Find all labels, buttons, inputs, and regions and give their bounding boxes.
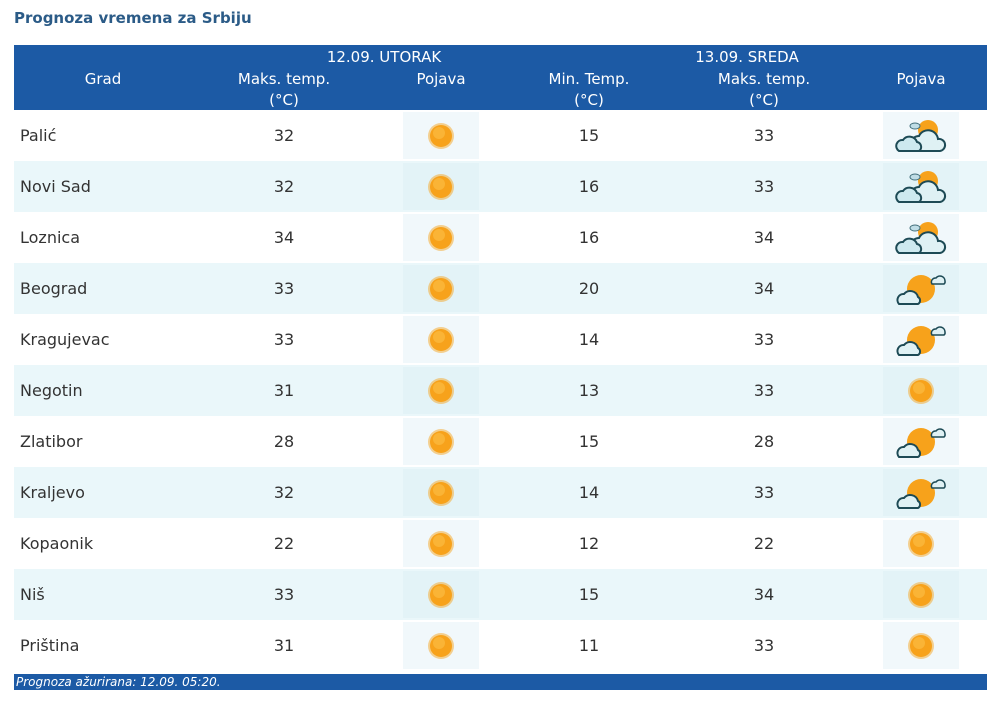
city-name: Loznica (20, 228, 81, 247)
table-row: Zlatibor 28 15 28 (14, 416, 987, 467)
day2-max-temp: 33 (753, 330, 775, 349)
city-name: Niš (20, 585, 45, 604)
day2-max-temp: 33 (753, 636, 775, 655)
col-d2-max: Maks. temp. (717, 70, 811, 88)
day1-header: 12.09. UTORAK (326, 48, 442, 66)
day2-max-temp: 34 (753, 228, 775, 247)
day1-max-temp: 31 (273, 636, 295, 655)
day1-max-temp: 33 (273, 330, 295, 349)
col-d2-min: Min. Temp. (548, 70, 630, 88)
day2-max-temp: 34 (753, 279, 775, 298)
sun-icon (883, 520, 959, 567)
table-row: Kopaonik 22 12 22 (14, 518, 987, 569)
city-name: Novi Sad (20, 177, 91, 196)
mostly-sunny-icon (883, 469, 959, 516)
day2-min-temp: 16 (578, 228, 600, 247)
page-title: Prognoza vremena za Srbiju (14, 9, 252, 27)
table-row: Kraljevo 32 14 33 (14, 467, 987, 518)
city-name: Priština (20, 636, 80, 655)
day2-min-temp: 12 (578, 534, 600, 553)
city-name: Kraljevo (20, 483, 85, 502)
forecast-table: 12.09. UTORAK 13.09. SREDA Grad Maks. te… (14, 45, 987, 671)
day1-max-temp: 32 (273, 483, 295, 502)
day2-max-temp: 33 (753, 381, 775, 400)
city-name: Zlatibor (20, 432, 83, 451)
day1-max-temp: 34 (273, 228, 295, 247)
partly-cloudy-icon (883, 163, 959, 210)
sun-icon (403, 112, 479, 159)
day2-min-temp: 14 (578, 330, 600, 349)
day2-min-temp: 15 (578, 126, 600, 145)
table-row: Novi Sad 32 16 33 (14, 161, 987, 212)
day2-max-temp: 34 (753, 585, 775, 604)
table-row: Kragujevac 33 14 33 (14, 314, 987, 365)
table-row: Loznica 34 16 34 (14, 212, 987, 263)
sun-icon (403, 520, 479, 567)
sun-icon (403, 316, 479, 363)
sun-icon (883, 367, 959, 414)
day2-min-temp: 20 (578, 279, 600, 298)
col-d2-max-unit: (°C) (749, 91, 779, 109)
day2-max-temp: 28 (753, 432, 775, 451)
mostly-sunny-icon (883, 418, 959, 465)
col-d2-min-unit: (°C) (574, 91, 604, 109)
table-row: Negotin 31 13 33 (14, 365, 987, 416)
day2-min-temp: 11 (578, 636, 600, 655)
mostly-sunny-icon (883, 265, 959, 312)
day1-max-temp: 31 (273, 381, 295, 400)
day2-min-temp: 13 (578, 381, 600, 400)
partly-cloudy-icon (883, 214, 959, 261)
day1-max-temp: 32 (273, 126, 295, 145)
city-name: Kopaonik (20, 534, 94, 553)
day2-max-temp: 33 (753, 483, 775, 502)
table-row: Priština 31 11 33 (14, 620, 987, 671)
col-d1-pojava: Pojava (416, 70, 466, 88)
sun-icon (403, 622, 479, 669)
city-name: Negotin (20, 381, 83, 400)
day2-min-temp: 16 (578, 177, 600, 196)
day1-max-temp: 32 (273, 177, 295, 196)
sun-icon (403, 367, 479, 414)
table-header: 12.09. UTORAK 13.09. SREDA Grad Maks. te… (14, 45, 987, 110)
sun-icon (403, 214, 479, 261)
day1-max-temp: 22 (273, 534, 295, 553)
sun-icon (403, 571, 479, 618)
table-row: Niš 33 15 34 (14, 569, 987, 620)
sun-icon (403, 265, 479, 312)
day2-header: 13.09. SREDA (695, 48, 799, 66)
day2-min-temp: 15 (578, 585, 600, 604)
col-d1-max: Maks. temp. (237, 70, 331, 88)
col-grad: Grad (84, 70, 122, 88)
day2-max-temp: 22 (753, 534, 775, 553)
day2-min-temp: 15 (578, 432, 600, 451)
city-name: Beograd (20, 279, 88, 298)
table-row: Beograd 33 20 34 (14, 263, 987, 314)
table-row: Palić 32 15 33 (14, 110, 987, 161)
col-d1-max-unit: (°C) (269, 91, 299, 109)
day2-max-temp: 33 (753, 177, 775, 196)
sun-icon (883, 571, 959, 618)
day1-max-temp: 33 (273, 279, 295, 298)
sun-icon (403, 163, 479, 210)
city-name: Palić (20, 126, 57, 145)
day1-max-temp: 33 (273, 585, 295, 604)
mostly-sunny-icon (883, 316, 959, 363)
sun-icon (883, 622, 959, 669)
day2-max-temp: 33 (753, 126, 775, 145)
partly-cloudy-icon (883, 112, 959, 159)
sun-icon (403, 469, 479, 516)
day1-max-temp: 28 (273, 432, 295, 451)
update-footer: Prognoza ažurirana: 12.09. 05:20. (14, 674, 987, 690)
day2-min-temp: 14 (578, 483, 600, 502)
col-d2-pojava: Pojava (896, 70, 946, 88)
sun-icon (403, 418, 479, 465)
city-name: Kragujevac (20, 330, 110, 349)
